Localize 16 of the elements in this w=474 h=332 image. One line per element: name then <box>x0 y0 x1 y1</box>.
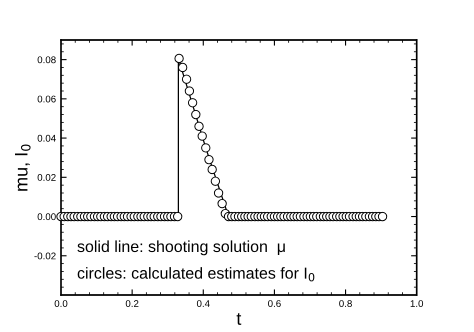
y-axis-title: mu, I$_{0}$ <box>15 144 31 191</box>
y-tick-label: 0.00 <box>38 213 56 220</box>
annotation: circles: calculated estimates for I$_{0}$ <box>78 267 314 282</box>
x-tick-label: 0.8 <box>339 300 352 307</box>
y-tick-label: 0.04 <box>38 134 56 142</box>
y-tick-label: 0.02 <box>38 174 56 181</box>
x-tick-label: 0.0 <box>54 300 68 307</box>
x-tick-label: 0.4 <box>196 300 210 307</box>
y-tick-label: 0.08 <box>38 56 56 64</box>
x-tick-label: 1.0 <box>410 300 424 307</box>
x-tick-label: 0.6 <box>268 300 281 307</box>
y-tick-label: -0.02 <box>34 252 56 260</box>
y-tick-label: 0.06 <box>38 96 56 102</box>
annotation: solid line: shooting solution μ <box>77 240 285 256</box>
x-tick-label: 0.2 <box>126 300 138 307</box>
x-axis-title: t <box>236 313 242 325</box>
